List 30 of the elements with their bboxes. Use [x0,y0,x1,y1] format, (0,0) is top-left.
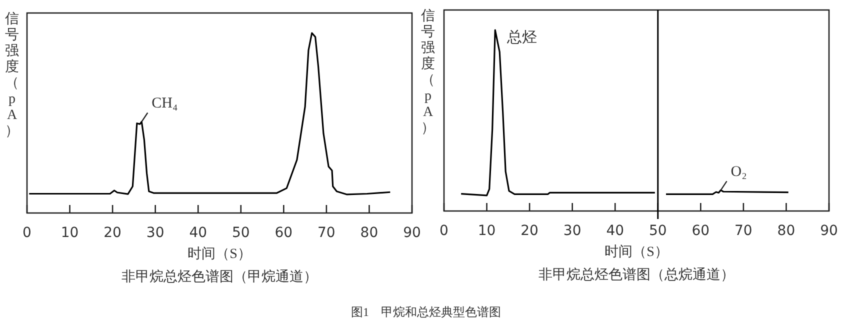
x-tick-label: 10 [60,225,79,241]
x-tick-label: 70 [734,223,752,239]
x-axis-title: 时间（S） [188,246,252,262]
y-axis-title: 信号强度（pA） [5,11,19,139]
x-tick-label: 60 [692,223,710,239]
x-tick-label: 80 [360,225,378,241]
x-tick-label: 0 [440,223,448,239]
x-tick-label: 30 [563,223,582,239]
x-tick-label: 60 [274,225,293,241]
text: 非甲烷总烃色谱图（甲烷通道） [122,269,318,285]
x-tick-label: 20 [104,225,122,241]
annotation: O₂ [730,164,747,180]
x-tick-label: 20 [520,223,538,239]
text: 非甲烷总烃色谱图（总烷通道） [538,267,734,283]
x-tick-label: 0 [22,225,32,241]
x-tick-label: 40 [189,225,208,241]
x-tick-label: 40 [606,223,624,239]
x-tick-label: 90 [403,225,421,241]
x-tick-label: 30 [146,225,164,241]
x-axis-title: 时间（S） [604,244,668,260]
x-tick-label: 10 [478,223,496,239]
x-tick-label: 90 [820,223,838,239]
x-tick-label: 70 [318,225,336,241]
annotation: CH₄ [152,96,178,112]
x-tick-label: 50 [232,225,250,241]
x-tick-label: 50 [648,223,667,239]
x-tick-label: 80 [777,223,796,239]
annotation: 总烃 [506,29,538,46]
caption: 图1 甲烷和总烃典型色谱图 [351,305,501,319]
y-axis-title: 信号强度（pA） [421,8,435,136]
